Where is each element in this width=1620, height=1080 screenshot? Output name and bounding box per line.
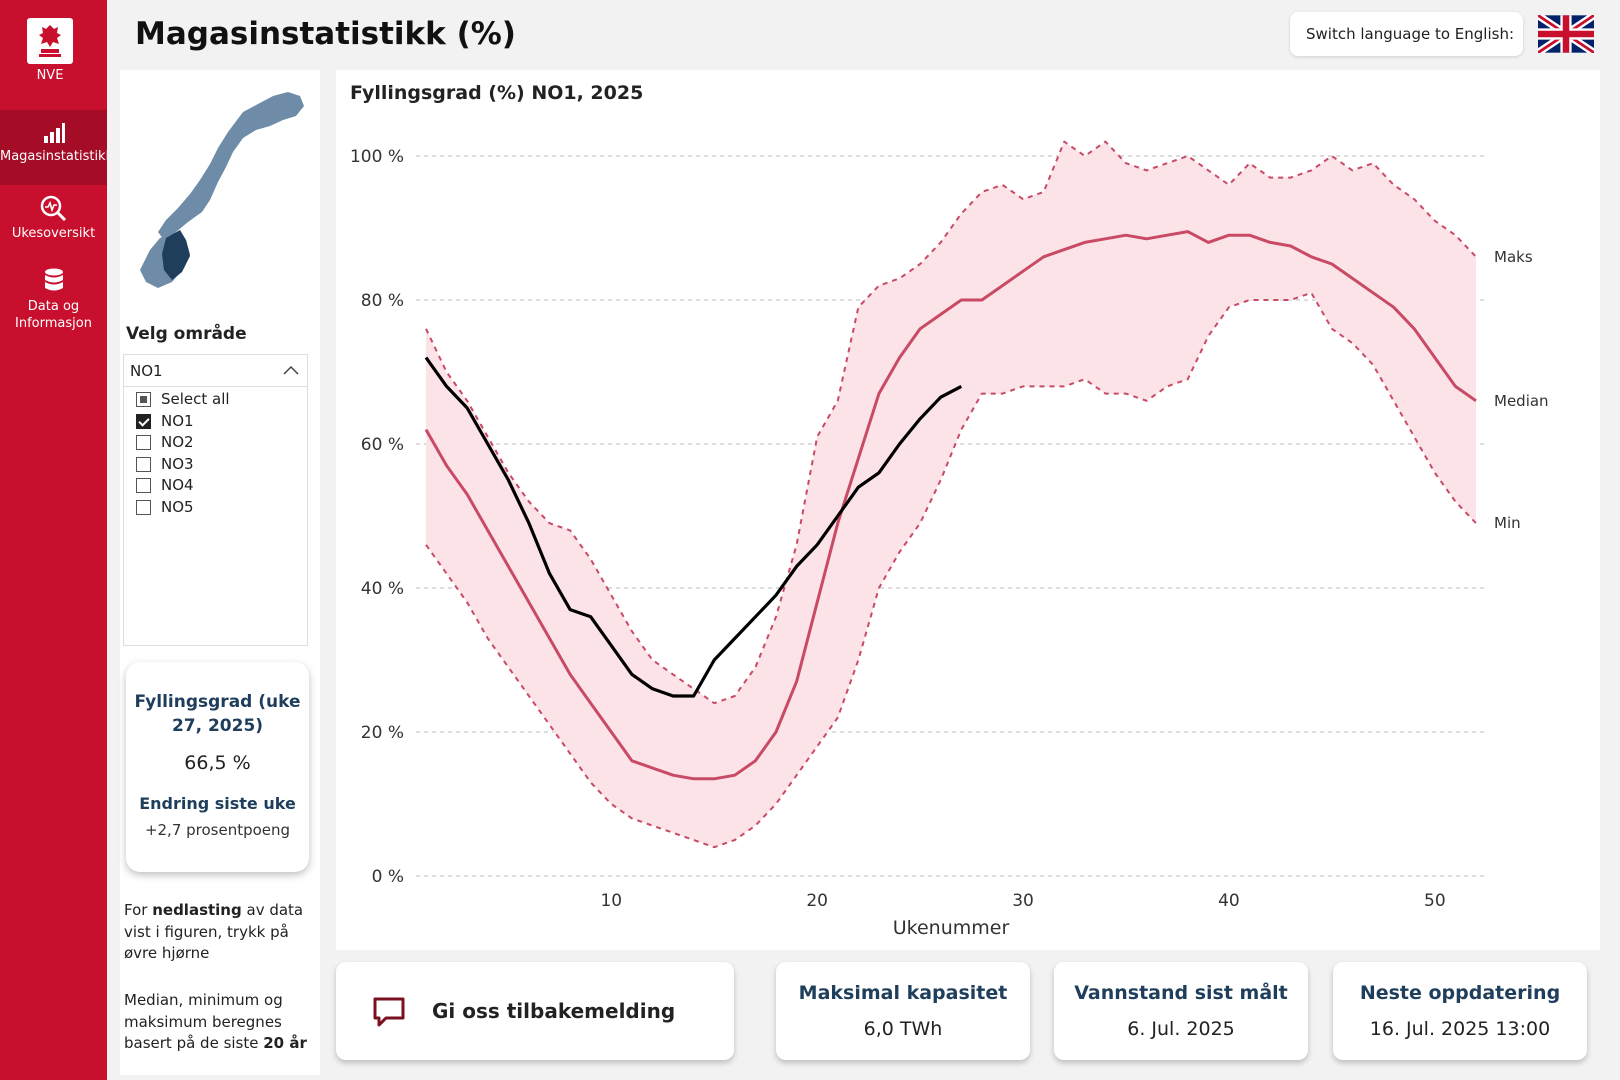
series-label-min: Min xyxy=(1494,514,1521,532)
note-text: av data vist i figuren, trykk på øvre hj… xyxy=(124,901,304,962)
option-no1[interactable]: NO1 xyxy=(124,411,307,433)
nav-item-data-og-informasjon[interactable]: Data og Informasjon xyxy=(0,268,107,348)
card-value: 6. Jul. 2025 xyxy=(1127,1018,1235,1040)
card-value: 16. Jul. 2025 13:00 xyxy=(1369,1018,1551,1040)
checkbox-icon[interactable] xyxy=(136,478,151,494)
sidebar: NVE Magasinstatistikk Ukesoversikt Data … xyxy=(0,0,107,1080)
nve-logo[interactable]: NVE xyxy=(20,18,80,90)
series-line-maks xyxy=(425,140,1477,705)
fill-level-card: Fyllingsgrad (uke 27, 2025) 66,5 % Endri… xyxy=(126,662,309,872)
option-label: Select all xyxy=(161,390,230,409)
nav-item-magasinstatistikk[interactable]: Magasinstatistikk xyxy=(0,110,107,185)
series-line-min xyxy=(425,291,1477,849)
min-max-band xyxy=(426,141,1476,848)
uk-flag-icon[interactable] xyxy=(1538,15,1594,53)
page-title: Magasinstatistikk (%) xyxy=(135,16,516,52)
filter-panel: Velg område NO1 Select all NO1 NO2 NO3 N… xyxy=(120,70,320,1075)
y-tick-label: 20 % xyxy=(361,723,404,743)
note-text: For xyxy=(124,901,153,919)
max-capacity-card: Maksimal kapasitet 6,0 TWh xyxy=(776,962,1030,1060)
download-note: For nedlasting av data vist i figuren, t… xyxy=(124,900,314,965)
norway-map-icon[interactable] xyxy=(128,82,318,312)
series-line-2025 xyxy=(424,356,963,698)
next-update-card: Neste oppdatering 16. Jul. 2025 13:00 xyxy=(1333,962,1587,1060)
card-title: Maksimal kapasitet xyxy=(798,982,1008,1004)
option-label: NO1 xyxy=(161,411,194,430)
x-tick-label: 10 xyxy=(600,891,622,911)
x-tick-label: 20 xyxy=(806,891,828,911)
y-tick-label: 0 % xyxy=(372,867,404,887)
logo-text: NVE xyxy=(36,68,64,83)
checkbox-icon[interactable] xyxy=(136,456,151,472)
note-text: Median, minimum og maksimum beregnes bas… xyxy=(124,991,283,1052)
chart-title: Fyllingsgrad (%) NO1, 2025 xyxy=(350,82,644,104)
checkbox-checked-icon[interactable] xyxy=(136,413,151,429)
card-title: Neste oppdatering xyxy=(1359,982,1561,1004)
fill-level-chart[interactable]: 0 % 20 % 40 % 60 % 80 % 100 % 10 20 30 40 50 Ukenum… xyxy=(336,70,1600,950)
series-line-median xyxy=(424,230,1477,781)
speech-bubble-icon xyxy=(373,997,405,1027)
last-measured-card: Vannstand sist målt 6. Jul. 2025 xyxy=(1054,962,1308,1060)
bar-chart-icon xyxy=(43,123,65,143)
option-label: NO4 xyxy=(161,476,194,495)
y-tick-label: 60 % xyxy=(361,435,404,455)
option-no4[interactable]: NO4 xyxy=(124,475,307,497)
option-label: NO5 xyxy=(161,497,194,516)
kpi-title: Fyllingsgrad (uke 27, 2025) xyxy=(134,692,301,736)
checkbox-partial-icon[interactable] xyxy=(136,392,151,408)
median-note: Median, minimum og maksimum beregnes bas… xyxy=(124,990,314,1055)
y-tick-label: 80 % xyxy=(361,291,404,311)
nve-emblem-icon xyxy=(27,18,73,64)
nav-item-ukesoversikt[interactable]: Ukesoversikt xyxy=(0,195,107,255)
series-label-median: Median xyxy=(1494,392,1549,410)
note-bold: 20 år xyxy=(263,1034,307,1052)
nav-label-data-og-informasjon: Data og Informasjon xyxy=(15,299,92,331)
y-tick-label: 40 % xyxy=(361,579,404,599)
card-title: Vannstand sist målt xyxy=(1074,982,1288,1004)
chart-panel: Fyllingsgrad (%) NO1, 2025 0 % 20 % 40 % 60… xyxy=(336,70,1600,950)
language-switch-label: Switch language to English: xyxy=(1290,12,1523,56)
nav-label-ukesoversikt: Ukesoversikt xyxy=(11,226,96,241)
y-tick-label: 100 % xyxy=(350,147,404,167)
area-dropdown[interactable]: NO1 Select all NO1 NO2 NO3 NO4 NO5 xyxy=(123,354,308,646)
area-select-label: Velg område xyxy=(126,324,247,344)
option-label: NO2 xyxy=(161,433,194,452)
card-value: 6,0 TWh xyxy=(863,1018,943,1040)
kpi-value: 66,5 % xyxy=(184,752,251,774)
series-label-maks: Maks xyxy=(1494,248,1533,266)
feedback-label: Gi oss tilbakemelding xyxy=(432,999,676,1023)
option-no2[interactable]: NO2 xyxy=(124,432,307,454)
area-dropdown-header[interactable]: NO1 xyxy=(124,355,307,387)
database-icon xyxy=(44,268,63,291)
nav-label-magasinstatistikk: Magasinstatistikk xyxy=(0,149,107,164)
checkbox-icon[interactable] xyxy=(136,499,151,515)
option-no3[interactable]: NO3 xyxy=(124,454,307,476)
x-tick-label: 30 xyxy=(1012,891,1034,911)
option-label: NO3 xyxy=(161,454,194,473)
feedback-button[interactable]: Gi oss tilbakemelding xyxy=(336,962,734,1060)
kpi-change-label: Endring siste uke xyxy=(139,794,296,813)
option-select-all[interactable]: Select all xyxy=(124,389,307,411)
kpi-change-value: +2,7 prosentpoeng xyxy=(144,821,291,839)
option-no5[interactable]: NO5 xyxy=(124,497,307,519)
x-axis-label: Ukenummer xyxy=(893,917,1010,939)
note-bold: nedlasting xyxy=(152,901,242,919)
checkbox-icon[interactable] xyxy=(136,435,151,451)
area-selected-value: NO1 xyxy=(130,362,163,380)
magnifier-chart-icon xyxy=(40,195,66,221)
x-tick-label: 40 xyxy=(1218,891,1240,911)
x-tick-label: 50 xyxy=(1424,891,1446,911)
chevron-up-icon[interactable] xyxy=(283,365,299,375)
